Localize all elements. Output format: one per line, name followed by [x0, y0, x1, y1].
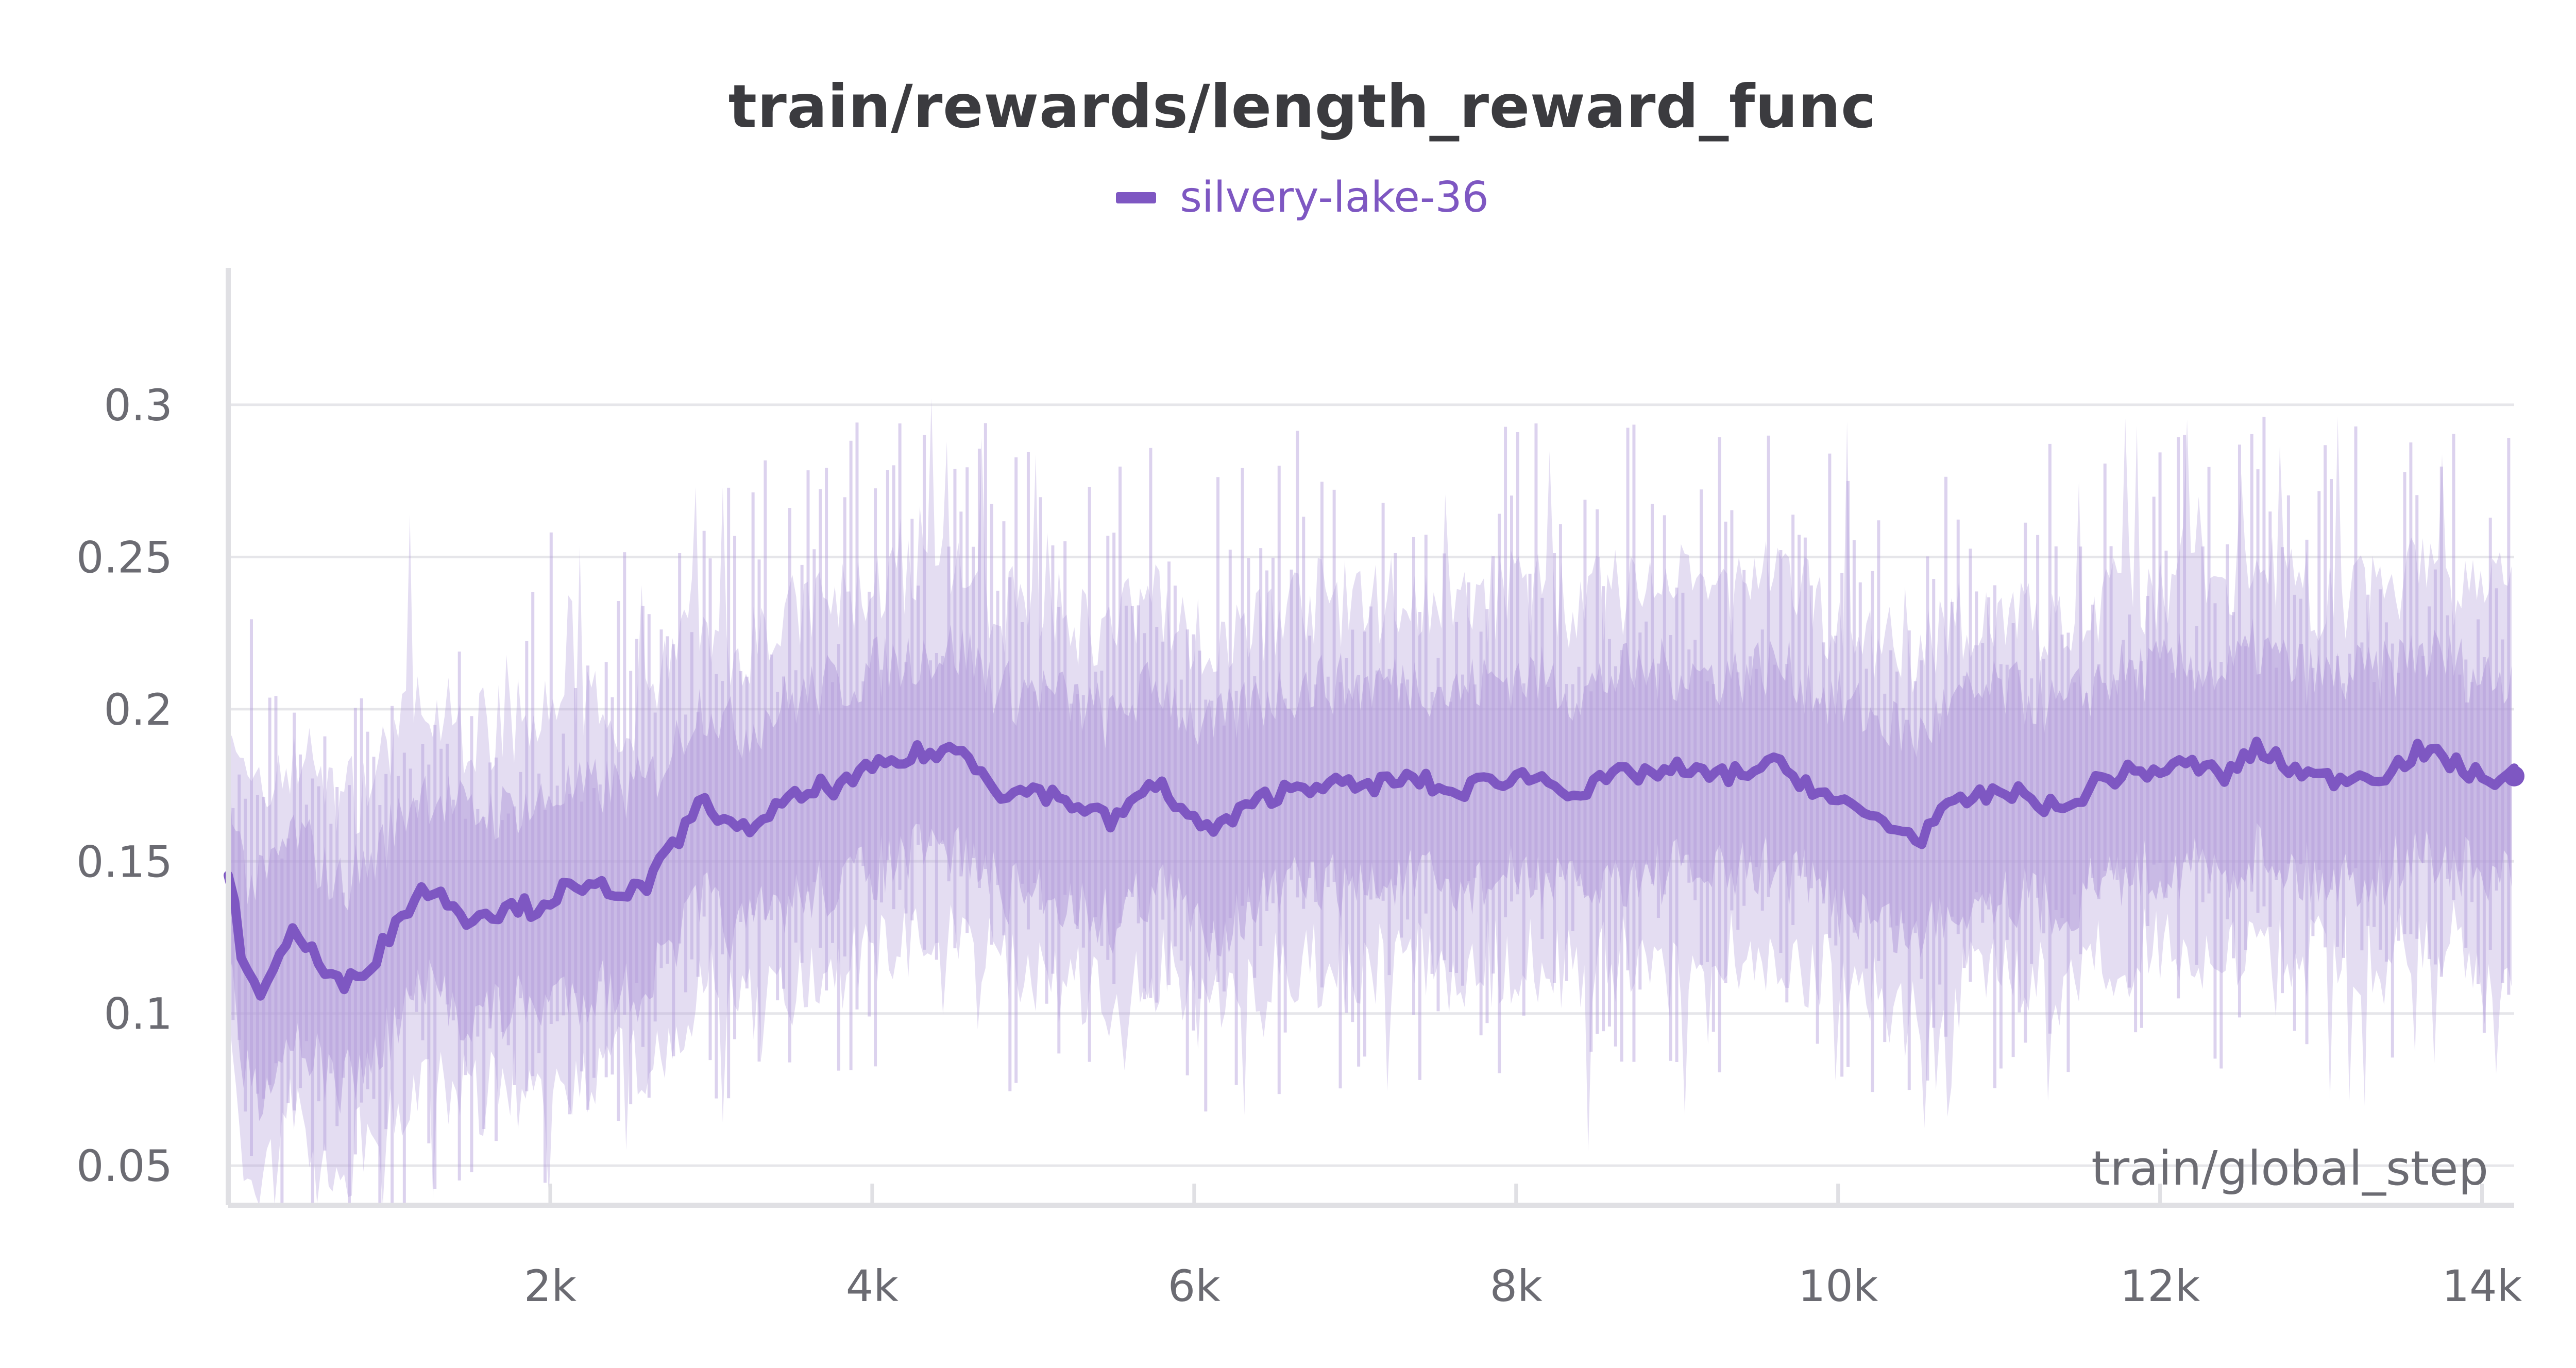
x-tick-label: 4k — [846, 1261, 899, 1311]
y-tick-label: 0.1 — [104, 989, 173, 1039]
tick-labels: 0.05 0.1 0.15 0.2 0.25 0.3 2k 4k 6k 8k 10k 12k 14k — [76, 380, 2522, 1311]
chart-title: train/rewards/length_reward_func — [728, 72, 1877, 142]
smoothed-line-layer — [224, 737, 2524, 1001]
y-tick-label: 0.25 — [76, 532, 173, 583]
x-tick-label: 8k — [1490, 1261, 1543, 1311]
series-line-silvery-lake-36[interactable] — [224, 737, 2519, 1001]
raw-data-band-inner — [228, 618, 2512, 1121]
y-tick-label: 0.15 — [76, 836, 173, 887]
y-tick-label: 0.2 — [104, 685, 173, 735]
x-tick-label: 10k — [1798, 1261, 1878, 1311]
y-tick-label: 0.05 — [76, 1141, 173, 1191]
y-tick-label: 0.3 — [104, 380, 173, 431]
axes — [226, 268, 2514, 1208]
x-tick-label: 2k — [524, 1261, 577, 1311]
x-tick-label: 12k — [2120, 1261, 2200, 1311]
legend-label[interactable]: silvery-lake-36 — [1180, 173, 1489, 222]
legend-swatch — [1116, 192, 1157, 203]
legend: silvery-lake-36 — [0, 173, 2576, 222]
x-axis-title: train/global_step — [2091, 1141, 2488, 1196]
x-tick-label: 6k — [1168, 1261, 1221, 1311]
series-end-point[interactable] — [2504, 765, 2524, 786]
raw-data-band — [228, 398, 2512, 1205]
x-tick-label: 14k — [2442, 1261, 2522, 1311]
